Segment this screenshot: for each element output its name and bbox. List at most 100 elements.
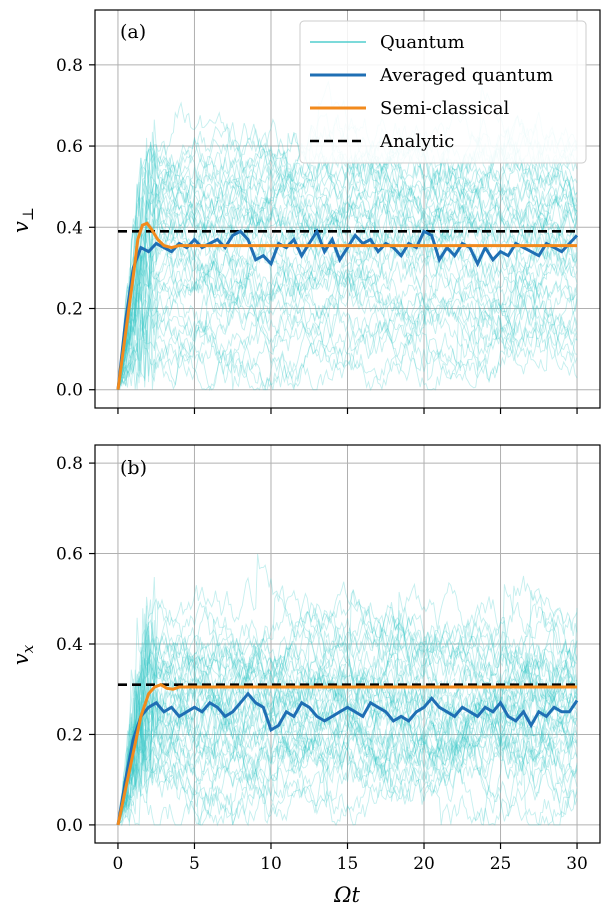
- quantum-trajectory: [117, 168, 578, 390]
- quantum-trajectory: [117, 642, 578, 826]
- quantum-trajectory: [117, 575, 578, 825]
- ylabel-subscript: x: [19, 644, 37, 653]
- quantum-trajectory: [117, 652, 578, 826]
- quantum-trajectory: [117, 741, 578, 827]
- quantum-trajectory: [117, 589, 578, 825]
- quantum-trajectory: [117, 308, 578, 391]
- quantum-trajectory: [117, 284, 578, 391]
- legend-label-analytic: Analytic: [379, 131, 454, 152]
- panel-a-quantum-trajectories: [117, 80, 578, 392]
- x-tick-label: 5: [189, 854, 200, 874]
- svg-text:v⊥: v⊥: [9, 207, 37, 233]
- quantum-trajectory: [117, 645, 578, 825]
- quantum-trajectory: [117, 188, 578, 390]
- quantum-trajectory: [117, 691, 578, 826]
- quantum-trajectory: [117, 735, 578, 826]
- panel-b-grid: [95, 445, 600, 843]
- y-tick-label: 0.8: [56, 56, 83, 76]
- y-tick-label: 0.8: [56, 454, 83, 474]
- panel-b: 0 5 10 15 20 25 30 0.0 0.2 0.4 0.6 0.8 (b) vx Ωt: [9, 444, 601, 907]
- quantum-trajectory: [117, 671, 578, 825]
- quantum-trajectory: [117, 702, 578, 826]
- quantum-trajectory: [117, 166, 578, 390]
- panel-a-label: (a): [120, 21, 146, 43]
- quantum-trajectory: [117, 298, 578, 391]
- quantum-trajectory: [117, 629, 578, 826]
- legend-label-quantum: Quantum: [380, 32, 465, 53]
- quantum-trajectory: [117, 107, 578, 390]
- quantum-trajectory: [117, 648, 578, 825]
- quantum-trajectory: [117, 271, 578, 390]
- quantum-trajectory: [117, 234, 578, 390]
- legend: Quantum Averaged quantum Semi-classical …: [299, 20, 587, 164]
- svg-text:vx: vx: [9, 644, 37, 665]
- quantum-trajectory: [117, 270, 578, 390]
- quantum-trajectory: [117, 682, 578, 826]
- quantum-trajectory: [117, 707, 578, 826]
- panel-b-xlabel: Ωt: [333, 883, 360, 907]
- quantum-trajectory: [117, 584, 578, 825]
- quantum-trajectory: [117, 618, 578, 825]
- quantum-trajectory: [117, 237, 578, 390]
- quantum-trajectory: [117, 230, 578, 390]
- x-tick-label: 20: [413, 854, 435, 874]
- y-tick-label: 0.0: [56, 381, 83, 401]
- quantum-trajectory: [117, 141, 578, 390]
- y-tick-label: 0.4: [56, 635, 83, 655]
- quantum-trajectory: [117, 613, 578, 825]
- y-tick-label: 0.2: [56, 300, 83, 320]
- quantum-trajectory: [117, 157, 578, 390]
- quantum-trajectory: [117, 253, 578, 390]
- quantum-trajectory: [117, 725, 578, 827]
- quantum-trajectory: [117, 625, 578, 825]
- quantum-trajectory: [117, 639, 578, 825]
- quantum-trajectory: [117, 155, 578, 390]
- y-tick-label: 0.6: [56, 137, 83, 157]
- quantum-trajectory: [117, 171, 578, 390]
- quantum-trajectory: [117, 125, 578, 390]
- legend-label-semiclassical: Semi-classical: [380, 98, 510, 119]
- quantum-trajectory: [117, 598, 578, 825]
- panel-a-ticks: 0.0 0.2 0.4 0.6 0.8: [56, 56, 578, 414]
- quantum-trajectory: [117, 161, 578, 390]
- quantum-trajectory: [117, 614, 578, 825]
- panel-b-semiclassical-line: [116, 683, 577, 826]
- quantum-trajectory: [117, 664, 578, 825]
- quantum-trajectory: [117, 718, 578, 826]
- y-tick-label: 0.2: [56, 725, 83, 745]
- quantum-trajectory: [117, 269, 578, 390]
- x-tick-label: 0: [113, 854, 124, 874]
- y-tick-label: 0.0: [56, 816, 83, 836]
- quantum-trajectory: [117, 184, 578, 390]
- legend-label-averaged: Averaged quantum: [379, 65, 553, 86]
- quantum-trajectory: [117, 222, 578, 390]
- y-tick-label: 0.6: [56, 545, 83, 565]
- panel-a-ylabel: v⊥: [9, 207, 37, 233]
- quantum-trajectory: [117, 136, 578, 390]
- quantum-trajectory: [117, 683, 578, 825]
- quantum-trajectory: [117, 696, 578, 825]
- panel-b-quantum-trajectories: [117, 553, 578, 827]
- quantum-trajectory: [117, 654, 578, 826]
- quantum-trajectory: [117, 134, 578, 390]
- quantum-trajectory: [117, 553, 578, 825]
- quantum-trajectory: [117, 220, 578, 390]
- quantum-trajectory: [117, 221, 578, 390]
- panel-b-ylabel: vx: [9, 644, 37, 665]
- quantum-trajectory: [117, 682, 578, 826]
- quantum-trajectory: [117, 268, 578, 390]
- quantum-trajectory: [117, 657, 578, 826]
- quantum-trajectory: [117, 641, 578, 826]
- quantum-trajectory: [117, 591, 578, 825]
- panel-b-averaged-quantum-line: [116, 691, 579, 826]
- legend-box: [299, 20, 587, 164]
- x-tick-label: 30: [566, 854, 588, 874]
- panel-a-averaged-quantum-line: [116, 227, 579, 390]
- panel-b-label: (b): [120, 457, 147, 479]
- quantum-trajectory: [117, 686, 578, 825]
- quantum-trajectory: [117, 587, 578, 826]
- quantum-trajectory: [117, 262, 578, 392]
- quantum-trajectory: [117, 630, 578, 825]
- quantum-trajectory: [117, 137, 578, 390]
